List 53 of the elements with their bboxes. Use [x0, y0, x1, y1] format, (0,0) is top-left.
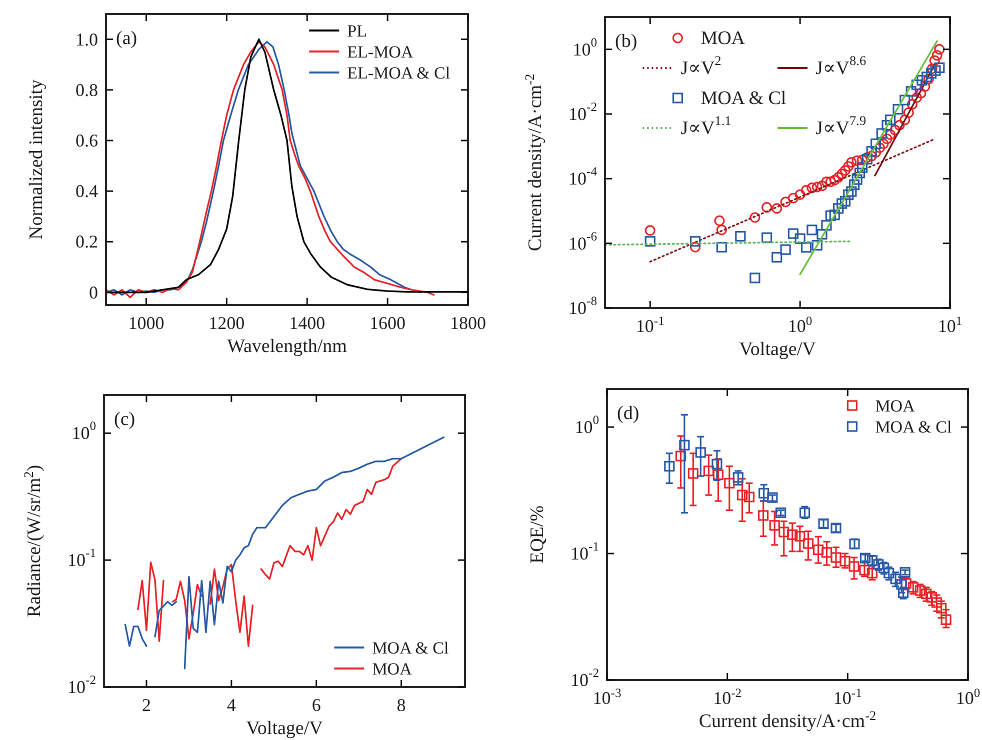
x-axis-title: Current density/A·cm$^{-2}$ — [698, 708, 876, 732]
legend-label: J∝V$^{8.6}$ — [816, 53, 866, 78]
y-tick-label: 0.8 — [76, 80, 98, 100]
x-tick-label: 6 — [312, 695, 321, 715]
y-axis-title: EQE/% — [527, 505, 548, 564]
y-tick-label: 10$^{0}$ — [572, 35, 597, 60]
x-tick-label: 10$^{-2}$ — [713, 686, 742, 708]
y-tick-label: 0 — [89, 282, 98, 302]
annotation: (d) — [617, 403, 640, 424]
x-tick-label: 10$^{-1}$ — [833, 686, 862, 708]
legend-label: PL — [347, 21, 367, 40]
y-tick-label: 10$^{0}$ — [574, 413, 599, 438]
legend-label: MOA & Cl — [875, 417, 952, 436]
annotation: (c) — [114, 409, 136, 430]
x-tick-label: 10$^{0}$ — [788, 314, 812, 336]
legend-label: J∝V$^{2}$ — [680, 53, 722, 78]
y-tick-label: 1.0 — [76, 29, 98, 50]
x-tick-label: 10$^{0}$ — [956, 686, 980, 708]
y-tick-label: 0.4 — [76, 181, 98, 202]
legend-label: J∝V$^{1.1}$ — [680, 113, 732, 138]
legend-label: MOA — [700, 28, 746, 48]
annotation: (b) — [615, 31, 638, 52]
y-tick-label: 0.2 — [76, 232, 98, 252]
annotation: (a) — [116, 28, 138, 49]
x-tick-label: 1400 — [289, 313, 326, 333]
y-tick-label: 0.6 — [76, 130, 98, 151]
x-tick-label: 1200 — [208, 313, 245, 333]
legend-label: MOA & Cl — [372, 638, 449, 657]
legend-label: MOA — [875, 396, 916, 415]
x-tick-label: 1800 — [450, 313, 486, 333]
x-tick-label: 2 — [142, 695, 151, 715]
legend-label: MOA — [372, 659, 413, 678]
x-tick-label: 10$^{1}$ — [938, 314, 962, 336]
y-tick-label: 10$^{0}$ — [72, 419, 96, 444]
y-tick-label: 10$^{-1}$ — [68, 546, 96, 570]
legend-label: EL-MOA & Cl — [347, 63, 450, 82]
y-axis-title: Normalized intensity — [26, 79, 47, 240]
y-tick-label: 10$^{-6}$ — [568, 229, 597, 254]
legend-label: MOA & Cl — [700, 88, 786, 108]
x-tick-label: 4 — [226, 695, 236, 715]
x-tick-label: 10$^{-1}$ — [636, 314, 664, 336]
x-axis-title: Voltage/V — [739, 339, 816, 360]
x-tick-label: 1000 — [128, 313, 164, 333]
x-tick-label: 1600 — [370, 313, 406, 333]
legend-label: J∝V$^{7.9}$ — [816, 113, 866, 138]
x-tick-label: 8 — [396, 695, 406, 715]
y-tick-label: 10$^{-1}$ — [570, 540, 599, 564]
y-tick-label: 10$^{-8}$ — [568, 294, 597, 318]
x-axis-title: Voltage/V — [246, 718, 324, 739]
y-tick-label: 10$^{-4}$ — [568, 164, 598, 189]
x-axis-title: Wavelength/nm — [227, 336, 348, 357]
legend-label: EL-MOA — [347, 42, 414, 61]
y-tick-label: 10$^{-2}$ — [568, 100, 597, 124]
